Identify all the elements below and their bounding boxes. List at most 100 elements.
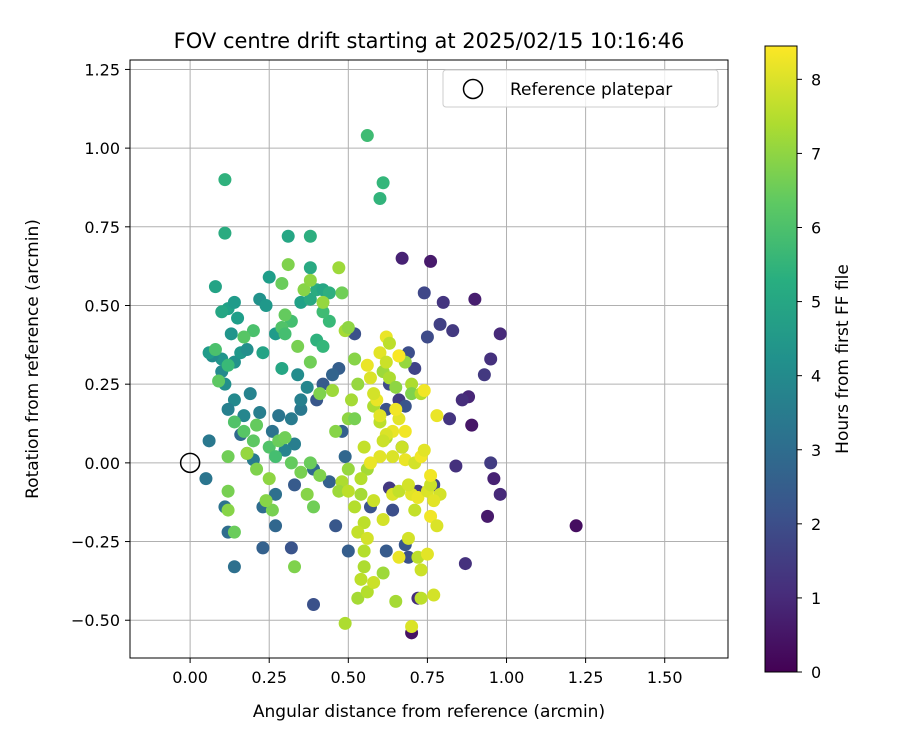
data-point	[363, 371, 377, 385]
data-point	[256, 346, 270, 360]
data-point	[408, 503, 422, 517]
data-point	[325, 383, 339, 397]
data-point	[284, 541, 298, 555]
data-point	[341, 462, 355, 476]
data-point	[427, 588, 441, 602]
data-point	[354, 487, 368, 501]
data-point	[348, 352, 362, 366]
data-point	[265, 503, 279, 517]
data-point	[417, 286, 431, 300]
colorbar-tick-label: 3	[811, 441, 821, 460]
data-point	[493, 327, 507, 341]
data-point	[275, 361, 289, 375]
data-point	[278, 308, 292, 322]
data-point	[395, 440, 409, 454]
colorbar-label: Hours from first FF file	[833, 264, 853, 454]
x-tick-label: 1.25	[568, 668, 604, 687]
data-point	[344, 393, 358, 407]
data-point	[221, 503, 235, 517]
x-tick-label: 0.25	[251, 668, 287, 687]
data-point	[221, 358, 235, 372]
data-point	[240, 446, 254, 460]
data-point	[250, 462, 264, 476]
data-point	[294, 402, 308, 416]
data-point	[376, 176, 390, 190]
data-point	[420, 547, 434, 561]
data-point	[382, 371, 396, 385]
data-point	[360, 531, 374, 545]
data-point	[417, 443, 431, 457]
data-point	[395, 251, 409, 265]
data-point	[341, 544, 355, 558]
data-point	[487, 472, 501, 486]
data-point	[224, 327, 238, 341]
data-point	[227, 415, 241, 429]
data-point	[376, 434, 390, 448]
data-point	[221, 450, 235, 464]
data-point	[481, 509, 495, 523]
data-point	[303, 273, 317, 287]
data-point	[237, 424, 251, 438]
data-point	[468, 292, 482, 306]
data-point	[262, 472, 276, 486]
data-point	[373, 450, 387, 464]
plot-frame	[129, 59, 729, 659]
data-point	[231, 311, 245, 325]
data-point	[316, 305, 330, 319]
data-point	[215, 305, 229, 319]
data-point	[288, 560, 302, 574]
data-point	[367, 387, 381, 401]
colorbar-tick-label: 1	[811, 589, 821, 608]
data-point	[341, 321, 355, 335]
data-point	[272, 409, 286, 423]
y-tick-label: 1.25	[84, 60, 120, 79]
data-point	[398, 424, 412, 438]
data-point	[313, 387, 327, 401]
data-point	[338, 450, 352, 464]
data-point	[389, 380, 403, 394]
data-point	[357, 440, 371, 454]
colorbar-tick-label: 5	[811, 293, 821, 312]
data-point	[389, 402, 403, 416]
data-point	[269, 450, 283, 464]
data-point	[401, 531, 415, 545]
legend-reference-marker	[462, 78, 484, 100]
data-point	[341, 484, 355, 498]
data-point	[430, 519, 444, 533]
data-point	[281, 229, 295, 243]
data-point	[484, 456, 498, 470]
data-point	[446, 324, 460, 338]
data-point	[250, 418, 264, 432]
data-point	[313, 468, 327, 482]
colorbar-tick-label: 4	[811, 367, 821, 386]
data-point	[427, 494, 441, 508]
data-point	[373, 409, 387, 423]
data-point	[278, 327, 292, 341]
data-point	[351, 591, 365, 605]
data-point	[294, 465, 308, 479]
data-point	[269, 519, 283, 533]
data-point	[458, 557, 472, 571]
data-point	[300, 487, 314, 501]
data-point	[291, 339, 305, 353]
data-point	[246, 434, 260, 448]
data-point	[316, 295, 330, 309]
data-point	[262, 270, 276, 284]
data-point	[367, 494, 381, 508]
y-tick-label: 0.75	[84, 218, 120, 237]
data-point	[325, 368, 339, 382]
data-point	[294, 393, 308, 407]
data-point	[275, 276, 289, 290]
data-point	[417, 383, 431, 397]
data-point	[269, 487, 283, 501]
data-point	[329, 424, 343, 438]
data-point	[484, 352, 498, 366]
data-point	[256, 541, 270, 555]
data-point	[424, 509, 438, 523]
x-axis-ticks: 0.00 0.25 0.50 0.75 1.00 1.25 1.50	[172, 658, 683, 687]
data-point	[493, 487, 507, 501]
data-point	[477, 368, 491, 382]
colorbar-tick-label: 6	[811, 219, 821, 238]
legend: Reference platepar	[442, 69, 719, 108]
data-point	[303, 261, 317, 275]
